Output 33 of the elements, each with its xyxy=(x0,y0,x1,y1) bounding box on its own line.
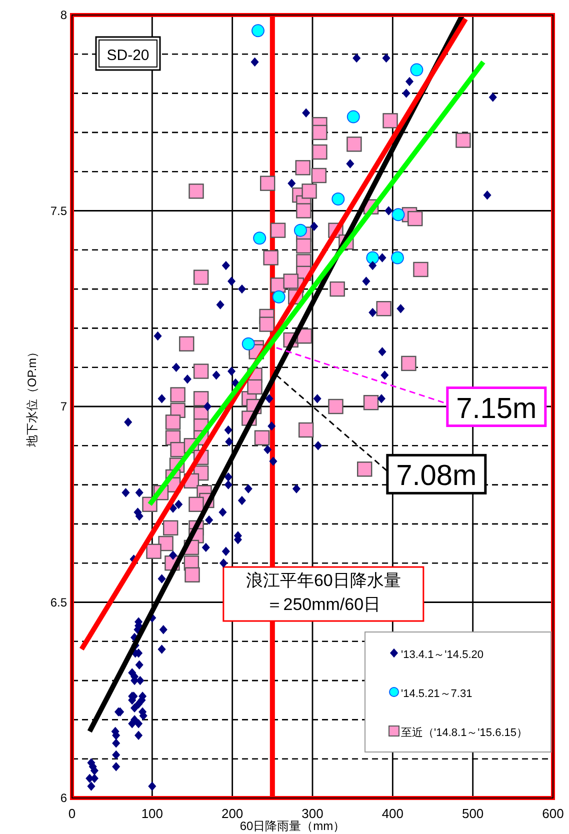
legend-label: 至近（'14.8.1～'15.6.15） xyxy=(401,726,528,739)
y-axis-title: 地下水位（OP.m） xyxy=(25,346,39,448)
legend-label: '13.4.1～'14.5.20 xyxy=(401,649,484,661)
y-tick-label: 7.5 xyxy=(50,204,68,218)
annotation: 7.15m xyxy=(456,392,537,425)
title: SD-20 xyxy=(95,36,161,71)
x-tick-label: 400 xyxy=(382,806,404,821)
point xyxy=(294,224,307,237)
point xyxy=(390,251,404,264)
legend-label: '14.5.21～7.31 xyxy=(401,688,472,700)
point xyxy=(392,208,405,222)
point xyxy=(242,337,255,350)
annotation: 7.08m xyxy=(396,460,477,492)
y-tick-label: 7 xyxy=(60,400,68,414)
annotation: 7.15m xyxy=(276,347,547,428)
point xyxy=(366,251,380,264)
x-tick-label: 500 xyxy=(462,806,484,821)
x-axis-title: 60日降雨量（mm） xyxy=(240,819,346,833)
x-tick-label: 200 xyxy=(221,806,244,821)
point xyxy=(346,110,360,124)
y-tick-label: 8 xyxy=(60,8,68,22)
ref-line-label: 浪江平年60日降水量＝250mm/60日 xyxy=(244,570,402,616)
point xyxy=(251,24,264,38)
x-tick-label: 0 xyxy=(68,806,76,821)
x-tick-label: 100 xyxy=(141,806,164,821)
x-tick-label: 600 xyxy=(542,806,564,821)
point xyxy=(253,232,266,245)
y-tick-label: 6.5 xyxy=(50,595,68,610)
y-tick-label: 6 xyxy=(60,791,68,805)
point xyxy=(272,290,286,304)
x-tick-label: 300 xyxy=(302,806,324,821)
point xyxy=(332,192,345,206)
point xyxy=(410,63,424,76)
